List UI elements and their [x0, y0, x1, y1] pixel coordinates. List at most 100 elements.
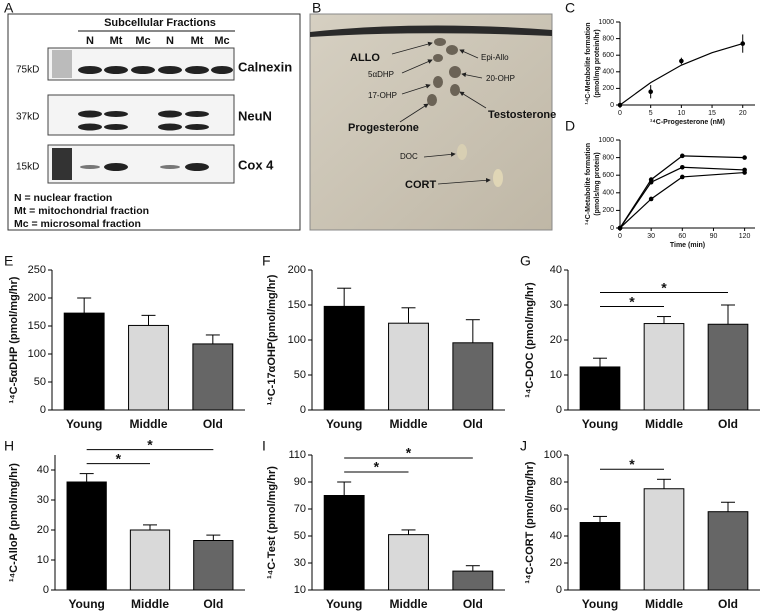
x-axis-label: ¹⁴C-Progesterone (nM) — [650, 119, 725, 126]
x-tick-label: Middle — [130, 417, 168, 431]
spot-label: Progesterone — [348, 122, 419, 134]
y-tick-label: 0 — [40, 404, 46, 416]
panel-label: D — [565, 118, 575, 134]
y-tick-label: 10 — [37, 554, 49, 566]
tlc-plate — [309, 13, 553, 231]
x-tick-label: 10 — [677, 110, 685, 117]
y-tick-label: 0 — [556, 404, 562, 416]
y-tick-label: 20 — [550, 557, 562, 569]
panel-label: J — [520, 438, 527, 454]
y-tick-label: 50 — [294, 530, 306, 542]
spot-label: CORT — [405, 179, 436, 191]
x-tick-label: Middle — [390, 597, 428, 611]
protein-label: Calnexin — [238, 59, 292, 74]
bar — [643, 323, 685, 411]
bar — [707, 323, 749, 411]
x-axis-label: Time (min) — [670, 242, 705, 249]
panel-label: A — [4, 0, 14, 16]
y-axis-label: ¹⁴C-DOC (pmol/mg/hr) — [524, 282, 536, 398]
marker-label: 37kD — [16, 112, 39, 123]
y-tick-label: 40 — [550, 264, 562, 276]
y-axis-label: ¹⁴C-Metabolite formation — [585, 143, 592, 225]
y-tick-label: 150 — [288, 299, 306, 311]
y-tick-label: 30 — [37, 494, 49, 506]
y-tick-label: 60 — [550, 503, 562, 515]
bar — [579, 366, 621, 411]
panel-label: G — [520, 253, 531, 269]
bar — [129, 529, 171, 591]
x-tick-label: 30 — [647, 233, 655, 240]
bar — [707, 511, 749, 591]
y-tick-label: 800 — [602, 154, 614, 161]
y-tick-label: 200 — [602, 207, 614, 214]
panel-label: H — [4, 438, 14, 454]
significance-label: * — [629, 456, 635, 472]
y-axis-label: ¹⁴C-Test (pmol/mg/hr) — [266, 466, 278, 579]
x-tick-label: 90 — [710, 233, 718, 240]
panel-label: F — [262, 253, 271, 269]
point — [680, 153, 685, 159]
y-tick-label: 70 — [294, 503, 306, 515]
point — [740, 41, 746, 46]
legend-text: N = nuclear fraction — [14, 192, 112, 204]
point — [617, 102, 623, 108]
significance-label: * — [661, 279, 667, 295]
x-tick-label: 20 — [739, 110, 747, 117]
bar — [388, 534, 429, 591]
y-axis-label: ¹⁴C-5αDHP (pmol/mg/hr) — [8, 276, 20, 403]
panel-label: C — [565, 0, 575, 16]
x-tick-label: Young — [582, 597, 618, 611]
x-tick-label: 120 — [739, 233, 751, 240]
bar — [323, 305, 365, 411]
bar — [452, 342, 494, 411]
line — [619, 166, 745, 229]
x-tick-label: Young — [582, 417, 618, 431]
y-tick-label: 0 — [610, 102, 614, 109]
spot-label: 17-OHP — [368, 91, 397, 100]
y-tick-label: 600 — [602, 172, 614, 179]
point — [742, 170, 747, 175]
y-tick-label: 40 — [550, 530, 562, 542]
blot-strips — [47, 47, 235, 184]
significance-label: * — [374, 459, 380, 475]
y-tick-label: 100 — [288, 334, 306, 346]
marker-label: 75kD — [16, 65, 39, 76]
bar — [128, 324, 169, 411]
x-tick-label: Middle — [390, 417, 428, 431]
x-tick-label: Young — [68, 597, 104, 611]
x-tick-label: 5 — [649, 110, 653, 117]
y-tick-label: 250 — [28, 264, 46, 276]
significance-label: * — [406, 445, 412, 461]
x-tick-label: Middle — [131, 597, 169, 611]
line — [619, 155, 745, 229]
point — [648, 179, 654, 185]
lane-label: Mc — [135, 35, 150, 47]
y-tick-label: 30 — [550, 299, 562, 311]
y-tick-label: 80 — [550, 476, 562, 488]
marker-label: 15kD — [16, 162, 39, 173]
y-axis-label: ¹⁴C-Metabolite formation — [585, 22, 592, 104]
y-tick-label: 90 — [294, 476, 306, 488]
spot-label: ALLO — [350, 52, 380, 64]
panel-label: I — [262, 438, 266, 454]
protein-label: NeuN — [238, 108, 272, 123]
y-tick-label: 40 — [37, 464, 49, 476]
x-tick-label: Old — [203, 597, 223, 611]
point — [648, 196, 654, 202]
x-tick-label: Old — [718, 597, 738, 611]
x-tick-label: 0 — [618, 110, 622, 117]
panel-label: E — [4, 253, 13, 269]
spot-label: Testosterone — [488, 109, 556, 121]
y-axis-label: (pmols/mg protein) — [594, 152, 601, 215]
x-tick-label: Middle — [645, 417, 683, 431]
y-tick-label: 600 — [602, 52, 614, 59]
point — [680, 164, 685, 170]
y-tick-label: 20 — [37, 524, 49, 536]
bar — [323, 495, 365, 591]
line — [619, 171, 745, 229]
point — [679, 58, 684, 64]
y-axis-label: ¹⁴C-CORT (pmol/mg/hr) — [524, 461, 536, 583]
tlc-spots — [427, 38, 503, 187]
y-tick-label: 110 — [288, 449, 306, 461]
